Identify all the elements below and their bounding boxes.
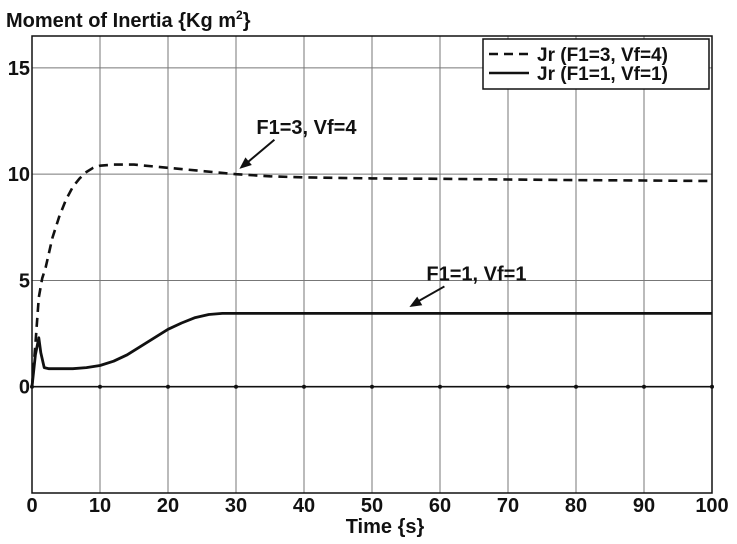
x-tick-label: 60 — [429, 495, 451, 517]
zero-line-marker — [166, 384, 170, 389]
grid — [31, 36, 713, 493]
x-tick-label: 90 — [633, 495, 655, 517]
legend-box — [482, 38, 710, 90]
y-tick-label: 10 — [8, 164, 30, 186]
x-tick-label: 0 — [26, 495, 37, 517]
x-axis-label: Time {s} — [346, 516, 425, 538]
y-tick-label: 15 — [8, 58, 30, 80]
legend-label: Jr (F1=1, Vf=1) — [537, 64, 668, 85]
annotations: F1=3, Vf=4 F1=1, Vf=1 — [239, 117, 526, 308]
x-tick-label: 80 — [565, 495, 587, 517]
zero-line-marker — [642, 384, 646, 389]
zero-line-marker — [98, 384, 102, 389]
x-tick-label: 30 — [225, 495, 247, 517]
series-line-1 — [30, 311, 712, 387]
series-line-0 — [30, 163, 713, 387]
zero-line-marker — [506, 384, 510, 389]
annotation-label: F1=3, Vf=4 — [256, 117, 357, 139]
zero-line-marker — [438, 384, 442, 389]
zero-line-marker — [302, 384, 306, 389]
zero-line-marker — [574, 384, 578, 389]
legend: Jr (F1=3, Vf=4)Jr (F1=1, Vf=1) — [482, 38, 710, 90]
x-tick-label: 70 — [497, 495, 519, 517]
annotation-label: F1=1, Vf=1 — [426, 263, 526, 285]
plot-frame — [31, 35, 713, 494]
legend-label: Jr (F1=3, Vf=4) — [537, 45, 668, 66]
zero-line-marker — [370, 384, 374, 389]
y-tick-label: 5 — [19, 270, 30, 292]
x-tick-label: 20 — [157, 495, 179, 517]
x-tick-label: 100 — [695, 495, 728, 517]
series-layer — [30, 163, 714, 389]
x-tick-label: 50 — [361, 495, 383, 517]
zero-line-marker — [234, 384, 238, 389]
ticks-layer: 0 10 20 30 40 50 60 70 80 90 100 0 5 10 15 — [8, 58, 729, 517]
annotation-arrow-head — [409, 296, 423, 308]
annotation-arrow-head — [239, 157, 252, 169]
x-tick-label: 10 — [89, 495, 111, 517]
x-tick-label: 40 — [293, 495, 315, 517]
chart-title: Moment of Inertia {Kg m2} — [6, 8, 251, 32]
y-tick-label: 0 — [19, 377, 30, 399]
